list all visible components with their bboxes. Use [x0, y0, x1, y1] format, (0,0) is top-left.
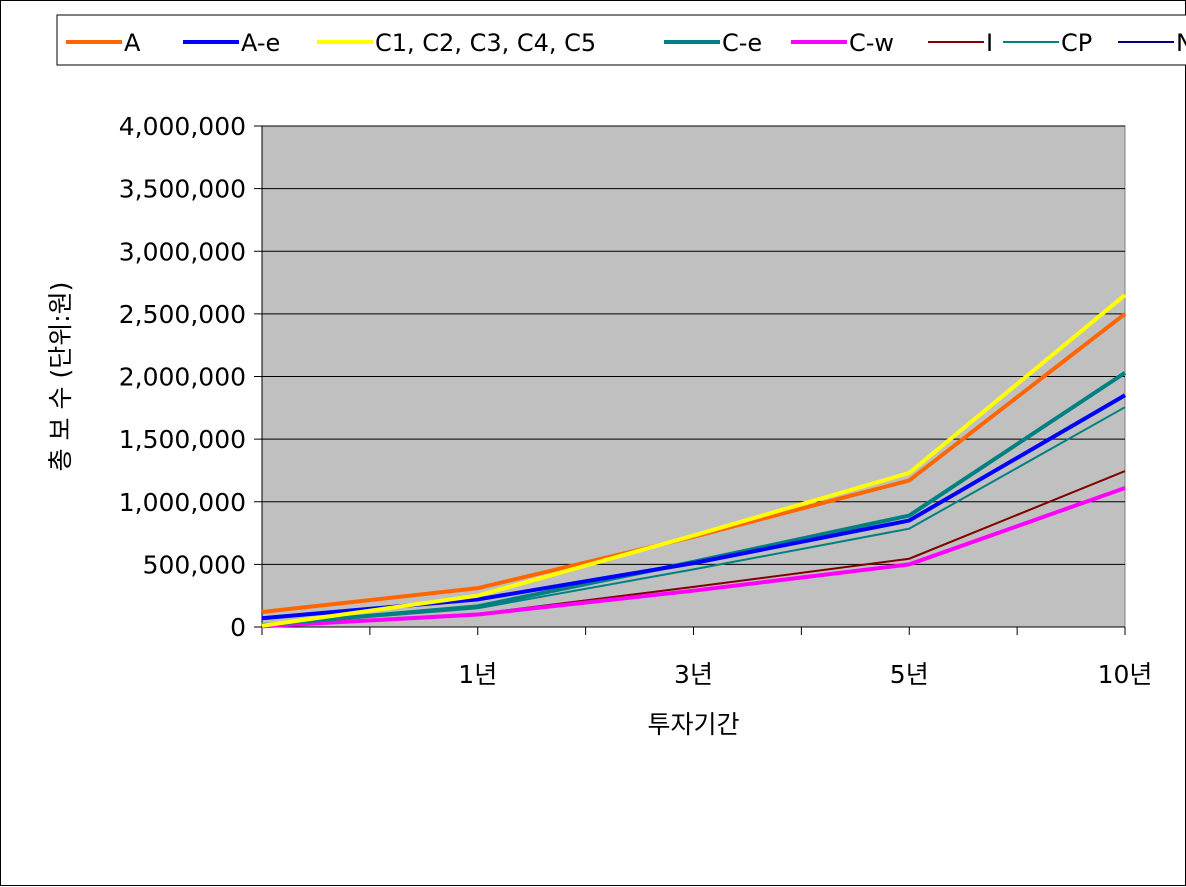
- y-tick-label: 4,000,000: [119, 112, 246, 141]
- x-tick-label: 1년: [458, 660, 497, 689]
- y-tick-label: 1,500,000: [119, 425, 246, 454]
- y-axis-title: 총 보 수 (단위:원): [46, 282, 75, 472]
- gridlines: [262, 125, 1125, 565]
- x-axis-title: 투자기간: [647, 710, 739, 739]
- y-tick-label: 0: [230, 613, 246, 642]
- y-tick-label: 2,500,000: [119, 300, 246, 329]
- series-line-3: [261, 293, 1127, 628]
- legend-box: [56, 14, 1186, 66]
- x-tick-label: 10년: [1098, 660, 1153, 689]
- series-line-5: [261, 486, 1126, 629]
- series-lines: [261, 293, 1127, 629]
- legend-label: CP: [1061, 29, 1092, 57]
- legend-label: C1, C2, C3, C4, C5: [375, 29, 596, 57]
- x-tick-label: 5년: [890, 660, 929, 689]
- y-tick-label: 500,000: [143, 550, 246, 579]
- legend-label: C-w: [849, 29, 894, 57]
- y-tick-label: 1,000,000: [119, 488, 246, 517]
- legend-label: A: [124, 29, 141, 57]
- legend-label: A-e: [241, 29, 280, 57]
- y-axis: 0 500,000 1,000,000 1,500,000 2,000,000 2,500…: [119, 112, 263, 642]
- y-tick-label: 2,000,000: [119, 363, 246, 392]
- x-axis: 1년 3년 5년 10년: [261, 626, 1153, 689]
- y-tick-label: 3,000,000: [119, 237, 246, 266]
- legend-label: C-e: [722, 29, 762, 57]
- legend: A A-e C1, C2, C3, C4, C5 C-e C-w I CP N: [66, 29, 1186, 57]
- y-tick-label: 3,500,000: [119, 175, 246, 204]
- legend-label: N: [1176, 29, 1186, 57]
- x-tick-label: 3년: [674, 660, 713, 689]
- legend-label: I: [986, 29, 993, 57]
